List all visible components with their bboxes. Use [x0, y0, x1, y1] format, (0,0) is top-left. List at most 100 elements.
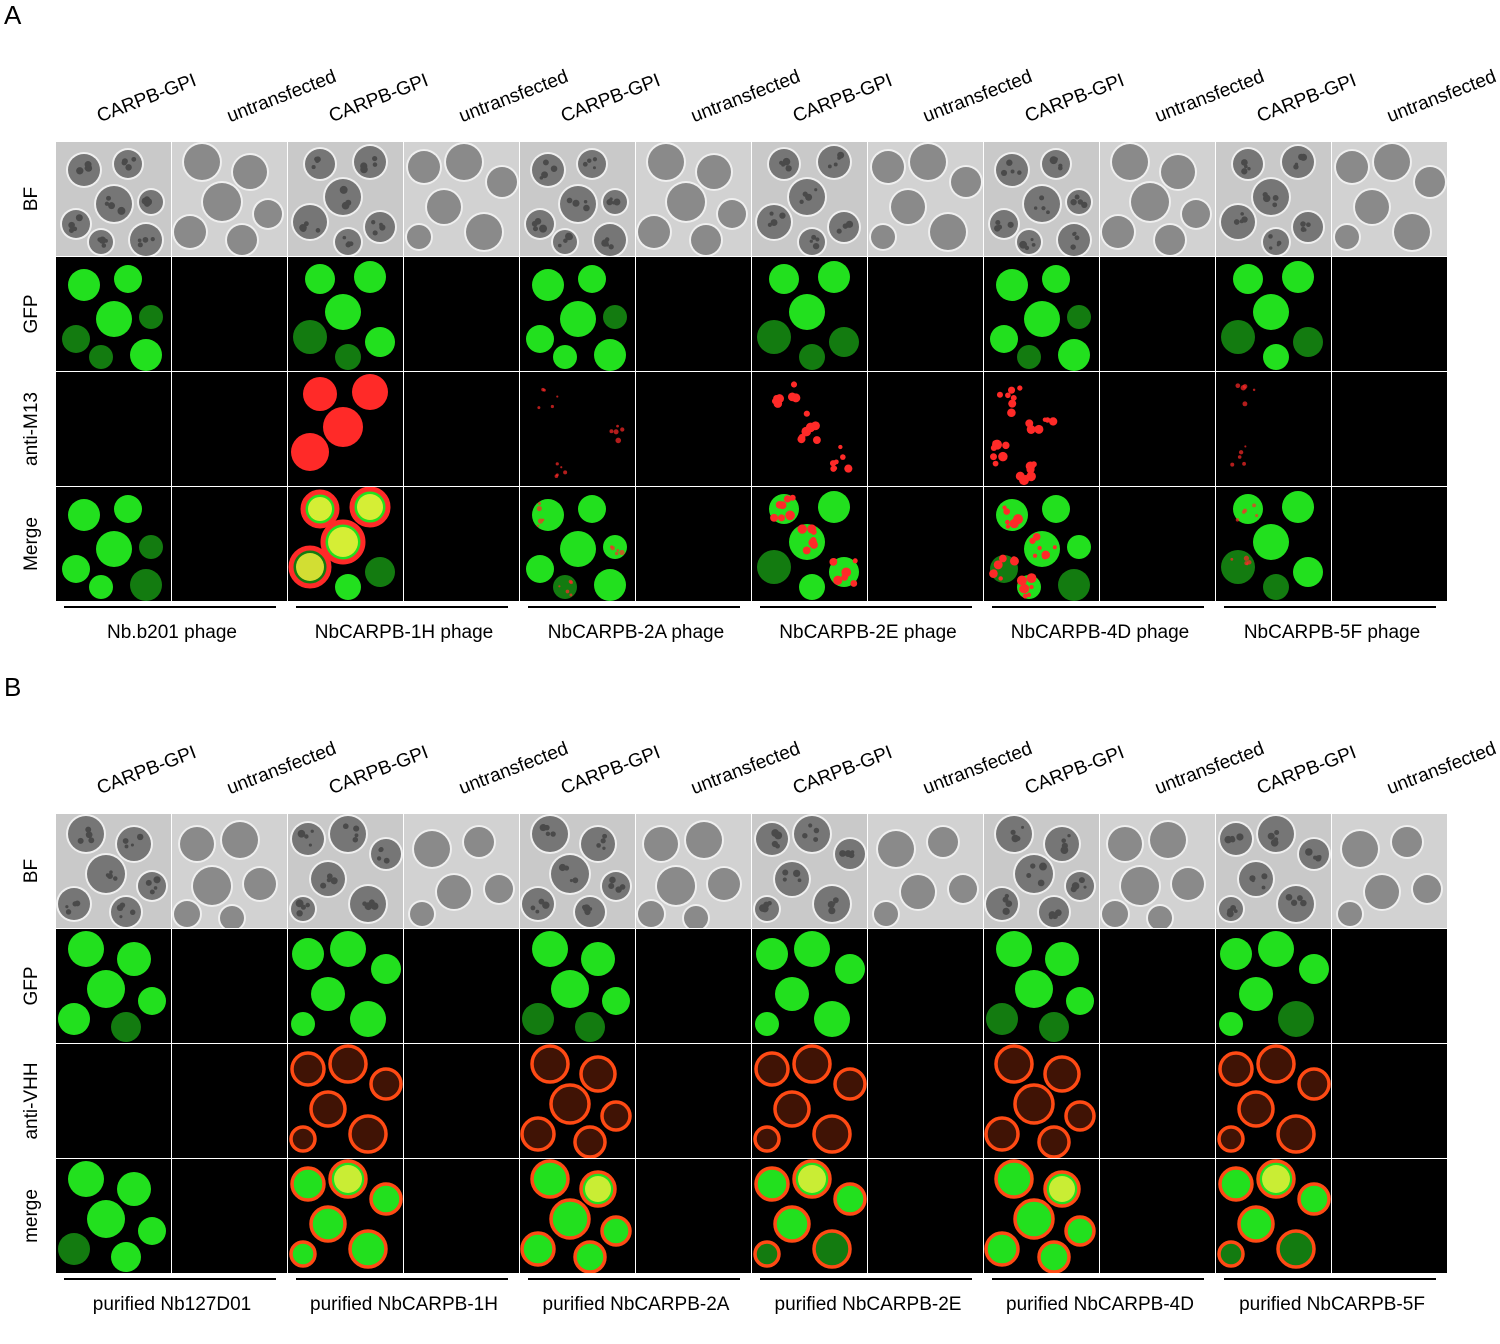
- micrograph-gfp-untransfected: [1332, 929, 1447, 1043]
- micrograph-anti-vhh-untransfected: [404, 1044, 519, 1158]
- micrograph-anti-m13-untransfected: [868, 372, 983, 486]
- micrograph-gfp-untransfected: [1100, 929, 1215, 1043]
- micrograph-merge-transfected: [56, 487, 171, 601]
- micrograph-bf-untransfected: [404, 814, 519, 928]
- micrograph-gfp-untransfected: [868, 257, 983, 371]
- row-label: GFP: [21, 966, 42, 1006]
- micrograph-anti-vhh-transfected: [520, 1044, 635, 1158]
- micrograph-gfp-transfected: [520, 929, 635, 1043]
- column-label: untransfected: [224, 66, 340, 128]
- micrograph-anti-m13-transfected: [288, 372, 403, 486]
- micrograph-merge-transfected: [520, 1159, 635, 1273]
- micrograph-bf-transfected: [752, 142, 867, 256]
- group-underline: [760, 606, 972, 608]
- group-label: NbCARPB-5F phage: [1243, 622, 1421, 643]
- micrograph-anti-m13-untransfected: [404, 372, 519, 486]
- group-underline: [528, 1278, 740, 1280]
- micrograph-anti-vhh-untransfected: [868, 1044, 983, 1158]
- group-label: purified NbCARPB-4D: [1006, 1294, 1194, 1315]
- column-label: untransfected: [688, 66, 804, 128]
- micrograph-gfp-untransfected: [1100, 257, 1215, 371]
- column-label: untransfected: [1152, 66, 1268, 128]
- column-label: untransfected: [456, 66, 572, 128]
- micrograph-gfp-transfected: [752, 929, 867, 1043]
- micrograph-anti-m13-transfected: [56, 372, 171, 486]
- micrograph-bf-untransfected: [404, 142, 519, 256]
- micrograph-merge-transfected: [1216, 487, 1331, 601]
- micrograph-gfp-transfected: [1216, 257, 1331, 371]
- micrograph-merge-untransfected: [172, 1159, 287, 1273]
- micrograph-gfp-transfected: [288, 257, 403, 371]
- group-label: NbCARPB-2E phage: [779, 622, 957, 643]
- micrograph-gfp-transfected: [520, 257, 635, 371]
- group-underline: [528, 606, 740, 608]
- micrograph-anti-vhh-transfected: [288, 1044, 403, 1158]
- column-label: CARPB-GPI: [790, 70, 896, 128]
- column-label: untransfected: [920, 738, 1036, 800]
- row-label: GFP: [21, 294, 42, 334]
- group-underline: [64, 1278, 276, 1280]
- group-label: purified NbCARPB-2A: [542, 1294, 730, 1315]
- group-underline: [992, 1278, 1204, 1280]
- column-label: untransfected: [224, 738, 340, 800]
- column-label: CARPB-GPI: [558, 70, 664, 128]
- micrograph-bf-transfected: [752, 814, 867, 928]
- micrograph-gfp-untransfected: [404, 257, 519, 371]
- micrograph-anti-m13-untransfected: [172, 372, 287, 486]
- micrograph-merge-transfected: [752, 487, 867, 601]
- micrograph-bf-transfected: [520, 142, 635, 256]
- micrograph-bf-transfected: [520, 814, 635, 928]
- micrograph-merge-transfected: [288, 487, 403, 601]
- column-label: CARPB-GPI: [326, 742, 432, 800]
- micrograph-merge-untransfected: [1332, 487, 1447, 601]
- micrograph-bf-transfected: [984, 142, 1099, 256]
- row-label: merge: [21, 1189, 42, 1243]
- micrograph-gfp-transfected: [752, 257, 867, 371]
- micrograph-anti-vhh-transfected: [984, 1044, 1099, 1158]
- row-label: BF: [21, 858, 42, 884]
- column-label: CARPB-GPI: [1022, 742, 1128, 800]
- micrograph-bf-untransfected: [1100, 142, 1215, 256]
- micrograph-merge-untransfected: [1100, 1159, 1215, 1273]
- group-underline: [1224, 606, 1436, 608]
- row-label: BF: [21, 186, 42, 212]
- group-underline: [992, 606, 1204, 608]
- group-underline: [760, 1278, 972, 1280]
- micrograph-gfp-untransfected: [636, 929, 751, 1043]
- row-label: Merge: [21, 517, 42, 571]
- column-label: CARPB-GPI: [1254, 742, 1360, 800]
- micrograph-merge-untransfected: [636, 487, 751, 601]
- column-label: untransfected: [456, 738, 572, 800]
- micrograph-bf-untransfected: [636, 814, 751, 928]
- micrograph-anti-vhh-transfected: [752, 1044, 867, 1158]
- micrograph-gfp-untransfected: [404, 929, 519, 1043]
- micrograph-merge-transfected: [984, 487, 1099, 601]
- micrograph-grid: [56, 142, 1447, 601]
- micrograph-gfp-untransfected: [172, 257, 287, 371]
- micrograph-merge-untransfected: [404, 1159, 519, 1273]
- micrograph-bf-transfected: [1216, 814, 1331, 928]
- group-label: NbCARPB-1H phage: [314, 622, 494, 643]
- micrograph-bf-untransfected: [1332, 814, 1447, 928]
- micrograph-anti-m13-transfected: [520, 372, 635, 486]
- micrograph-anti-m13-transfected: [984, 372, 1099, 486]
- column-label: CARPB-GPI: [326, 70, 432, 128]
- column-label: CARPB-GPI: [1254, 70, 1360, 128]
- micrograph-gfp-transfected: [984, 929, 1099, 1043]
- micrograph-gfp-untransfected: [636, 257, 751, 371]
- micrograph-merge-untransfected: [1332, 1159, 1447, 1273]
- micrograph-anti-vhh-untransfected: [1100, 1044, 1215, 1158]
- panel-letter: A: [4, 0, 22, 30]
- micrograph-merge-transfected: [56, 1159, 171, 1273]
- micrograph-anti-m13-transfected: [1216, 372, 1331, 486]
- micrograph-anti-m13-untransfected: [1332, 372, 1447, 486]
- micrograph-bf-transfected: [56, 814, 171, 928]
- micrograph-bf-untransfected: [636, 142, 751, 256]
- micrograph-gfp-untransfected: [172, 929, 287, 1043]
- micrograph-bf-untransfected: [868, 814, 983, 928]
- column-label: CARPB-GPI: [790, 742, 896, 800]
- micrograph-anti-vhh-untransfected: [172, 1044, 287, 1158]
- micrograph-gfp-untransfected: [868, 929, 983, 1043]
- micrograph-anti-vhh-untransfected: [1332, 1044, 1447, 1158]
